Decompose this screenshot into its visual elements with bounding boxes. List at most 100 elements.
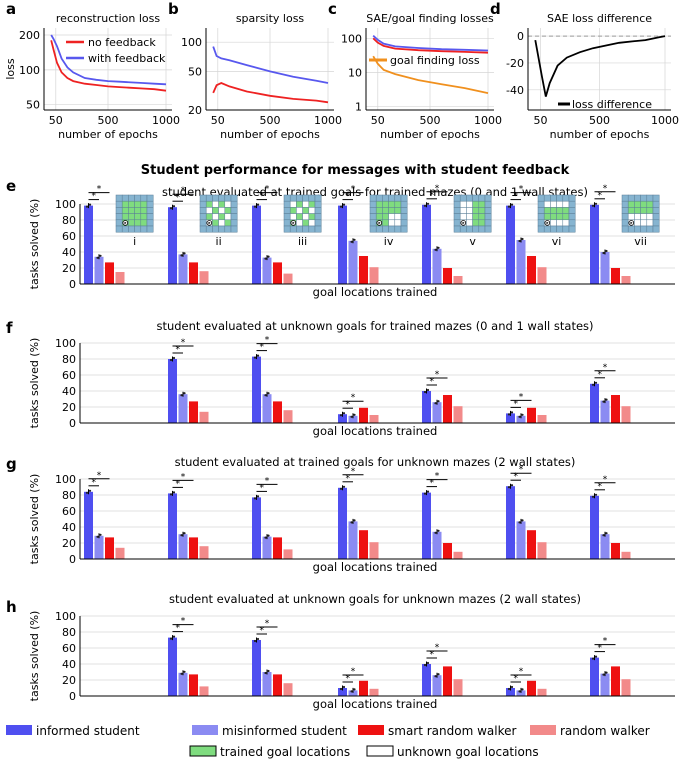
sig-star: * bbox=[514, 399, 519, 409]
maze-cell bbox=[218, 219, 226, 227]
bar-panel-g: g student evaluated at trained goals for … bbox=[6, 455, 675, 574]
maze-cell bbox=[543, 194, 551, 202]
maze-cell bbox=[283, 207, 291, 214]
ytick-label: 100 bbox=[19, 64, 40, 77]
bar-f-iv-0 bbox=[338, 414, 347, 423]
sig-star: * bbox=[519, 185, 524, 195]
maze-cell bbox=[289, 225, 297, 233]
maze-cell bbox=[634, 194, 641, 202]
maze-cell bbox=[537, 213, 545, 221]
xlabel-e: goal locations trained bbox=[313, 285, 438, 299]
panel-letter-b: b bbox=[168, 0, 179, 18]
panel-title-b: sparsity loss bbox=[236, 12, 305, 25]
maze-cell bbox=[388, 213, 396, 221]
sample-dot bbox=[434, 531, 437, 534]
sig-star: * bbox=[435, 184, 440, 194]
xtick-label: 500 bbox=[420, 114, 441, 127]
panel-title-g: student evaluated at trained goals for u… bbox=[175, 455, 576, 469]
maze-cell bbox=[199, 219, 207, 227]
maze-cell bbox=[634, 200, 641, 208]
ytick-label: -20 bbox=[506, 57, 524, 70]
sample-dot bbox=[267, 534, 270, 537]
maze-cell bbox=[218, 200, 226, 208]
sample-dot bbox=[591, 204, 595, 207]
bar-h-vii-1 bbox=[600, 673, 610, 696]
bar-f-iv-1 bbox=[348, 415, 358, 423]
xtick-label: 50 bbox=[534, 114, 548, 127]
legend-label-1: with feedback bbox=[88, 52, 166, 65]
agent-arrow-icon bbox=[208, 221, 211, 225]
ytick-label: -40 bbox=[506, 84, 524, 97]
bar-g-vi-1 bbox=[516, 521, 526, 559]
maze-cell bbox=[646, 207, 654, 214]
maze-cell bbox=[283, 225, 291, 233]
maze-cell bbox=[224, 207, 232, 214]
maze-cell bbox=[218, 194, 226, 202]
sig-star: * bbox=[181, 186, 186, 196]
maze-cell bbox=[537, 219, 545, 227]
maze-cell bbox=[230, 194, 238, 202]
sample-dot bbox=[267, 669, 270, 673]
maze-cell bbox=[121, 207, 129, 214]
maze-cell bbox=[121, 225, 129, 233]
sample-dot bbox=[264, 536, 267, 539]
maze-cell bbox=[621, 213, 629, 221]
maze-cell bbox=[568, 200, 576, 208]
sample-dot bbox=[253, 205, 257, 208]
maze-cell bbox=[146, 225, 154, 233]
sig-star: * bbox=[265, 336, 270, 346]
top-panel-c: c SAE/goal finding losses 100 10 1 50 500 1000n… bbox=[328, 0, 502, 141]
bar-f-vii-3 bbox=[621, 406, 631, 423]
bar-f-v-1 bbox=[432, 402, 442, 423]
maze-cell bbox=[283, 213, 291, 221]
bar-g-v-0 bbox=[422, 492, 431, 559]
maze-cell bbox=[128, 207, 135, 214]
maze-cell bbox=[205, 207, 213, 214]
maze-cell bbox=[388, 207, 396, 214]
bar-e-ii-2 bbox=[189, 262, 198, 284]
bar-h-v-1 bbox=[432, 675, 442, 696]
maze-cell bbox=[640, 213, 648, 221]
maze-cell bbox=[224, 200, 232, 208]
maze-cell bbox=[314, 200, 322, 208]
ytick-label: 20 bbox=[62, 674, 76, 687]
bar-h-iv-1 bbox=[348, 690, 358, 696]
maze-cell bbox=[484, 194, 492, 202]
sample-dot bbox=[507, 413, 511, 416]
maze-cell bbox=[556, 225, 564, 233]
maze-cell bbox=[568, 225, 576, 233]
sample-dot bbox=[342, 412, 346, 415]
maze-cell bbox=[289, 194, 297, 202]
maze-cell bbox=[400, 219, 408, 227]
sample-dot bbox=[594, 493, 598, 496]
top-panel-d: d SAE loss difference 0 -20 -40 50 500 1000numb… bbox=[490, 0, 679, 141]
maze-cell bbox=[382, 194, 389, 202]
sample-dot bbox=[350, 415, 353, 418]
maze-cell bbox=[308, 207, 316, 214]
maze-cell bbox=[296, 219, 303, 227]
sig-star: * bbox=[176, 624, 181, 634]
bar-e-iv-0 bbox=[338, 205, 347, 284]
maze-cell bbox=[146, 194, 154, 202]
maze-cell bbox=[134, 225, 142, 233]
maze-cell bbox=[205, 200, 213, 208]
sample-dot bbox=[96, 256, 99, 259]
ytick-label: 200 bbox=[19, 29, 40, 42]
bar-e-ii-1 bbox=[178, 254, 188, 284]
bar-e-v-1 bbox=[432, 248, 442, 284]
maze-cell bbox=[453, 219, 461, 227]
maze-cell bbox=[218, 225, 226, 233]
maze-cell bbox=[224, 213, 232, 221]
maze-cell bbox=[472, 219, 480, 227]
ytick-label: 100 bbox=[55, 610, 76, 623]
bar-g-ii-3 bbox=[199, 546, 209, 559]
maze-cell bbox=[634, 213, 641, 221]
xlabel-f: goal locations trained bbox=[313, 424, 438, 438]
maze-cell bbox=[369, 194, 377, 202]
maze-icon-1 bbox=[115, 194, 154, 233]
sample-dot bbox=[605, 249, 608, 253]
maze-cell bbox=[212, 219, 219, 227]
maze-cell bbox=[199, 207, 207, 214]
maze-cell bbox=[394, 194, 402, 202]
sample-dot bbox=[96, 535, 99, 538]
